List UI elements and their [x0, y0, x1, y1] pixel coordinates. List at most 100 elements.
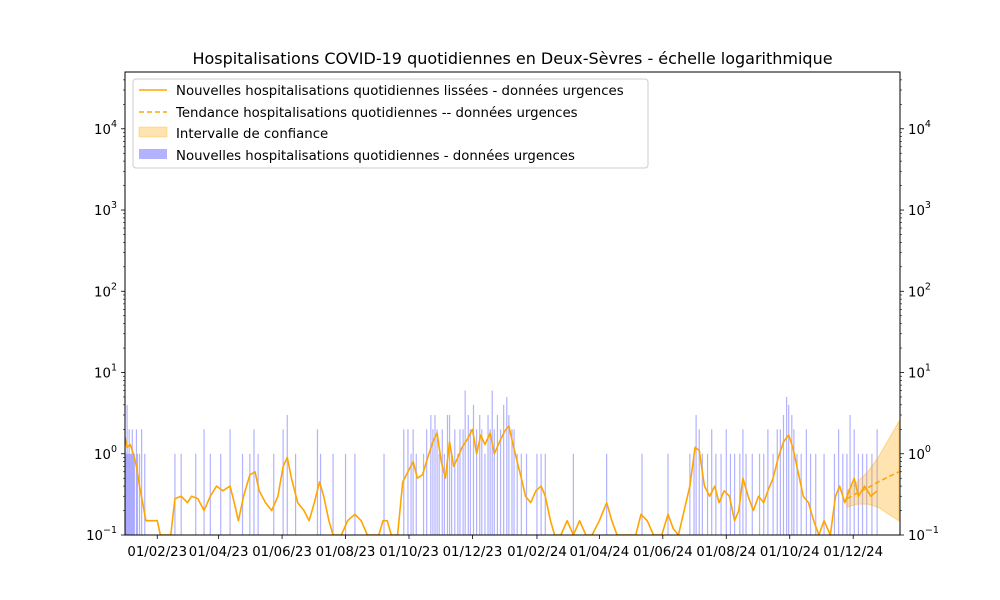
daily-bar [734, 453, 736, 535]
daily-bar [451, 453, 453, 535]
daily-bar [763, 453, 765, 535]
daily-bar [779, 429, 781, 535]
y-axis-left: 10−1 100 101 102 103 104 [86, 79, 125, 544]
smoothed-line-layer [125, 425, 878, 535]
daily-bar [454, 429, 456, 535]
x-tick-label: 01/12/24 [823, 545, 883, 560]
daily-bar [195, 453, 197, 535]
legend: Nouvelles hospitalisations quotidiennes … [132, 78, 649, 169]
daily-bar [503, 404, 505, 535]
daily-bar [229, 429, 231, 535]
daily-bar [866, 453, 868, 535]
daily-bar [462, 429, 464, 535]
daily-bar [127, 453, 129, 535]
daily-bar [800, 453, 802, 535]
daily-bar [132, 453, 134, 535]
daily-bar [133, 453, 135, 535]
daily-bar [128, 429, 130, 535]
daily-bar [126, 404, 128, 535]
daily-bar [796, 453, 798, 535]
daily-bar [788, 404, 790, 535]
daily-bar [540, 453, 542, 535]
daily-bar [434, 414, 436, 535]
y-tick-label: 103 [908, 200, 931, 219]
daily-bar [711, 429, 713, 535]
confidence-band-layer [846, 419, 900, 522]
daily-bar [782, 414, 785, 535]
y-tick-label: 101 [94, 363, 117, 382]
daily-bars-layer [125, 390, 878, 535]
daily-bar [180, 453, 182, 535]
daily-bar [491, 390, 493, 535]
daily-bar [443, 453, 445, 535]
legend-box [132, 78, 649, 169]
daily-bar [257, 453, 259, 535]
daily-bar [853, 429, 855, 535]
daily-bar [249, 453, 251, 535]
daily-bar [572, 453, 574, 535]
daily-bar [520, 453, 522, 535]
x-tick-label: 01/02/24 [507, 545, 567, 560]
y-tick-label: 10−1 [908, 525, 939, 544]
x-tick-label: 01/02/23 [127, 545, 187, 560]
daily-bar [484, 453, 486, 535]
legend-trend-label: Tendance hospitalisations quotidiennes -… [175, 105, 578, 121]
legend-ci-label: Intervalle de confiance [176, 127, 328, 142]
daily-bar [693, 453, 695, 535]
daily-bar [136, 453, 139, 535]
daily-bar [786, 396, 788, 535]
chart-title: Hospitalisations COVID-19 quotidiennes e… [192, 49, 832, 68]
daily-bar [698, 429, 700, 535]
daily-bar [422, 453, 425, 535]
daily-bar [689, 453, 691, 535]
daily-bar [344, 453, 347, 535]
daily-bar [833, 453, 836, 535]
daily-bar [479, 414, 481, 535]
y-axis-right: 10−1 100 101 102 103 104 [900, 79, 939, 544]
y-tick-label: 100 [908, 444, 931, 463]
daily-bar [241, 453, 244, 535]
x-tick-label: 01/06/24 [633, 545, 693, 560]
daily-bar [469, 429, 471, 535]
y-tick-label: 10−1 [86, 525, 117, 544]
daily-bar [430, 414, 432, 535]
daily-bar [253, 429, 255, 535]
legend-bars-swatch [139, 149, 167, 159]
daily-bar [805, 429, 807, 535]
daily-bar [436, 429, 438, 535]
daily-bar [332, 453, 334, 535]
daily-bar [472, 404, 475, 535]
daily-bar [758, 453, 761, 535]
daily-bar [823, 453, 825, 535]
daily-bar [767, 429, 769, 535]
daily-bar [815, 453, 817, 535]
legend-bars-label: Nouvelles hospitalisations quotidiennes … [176, 148, 575, 164]
daily-bar [772, 453, 774, 535]
y-tick-label: 101 [908, 363, 931, 382]
daily-bar [838, 429, 840, 535]
daily-bar [410, 453, 412, 535]
x-tick-label: 01/10/24 [760, 545, 820, 560]
daily-bar [457, 453, 459, 535]
x-tick-label: 01/06/23 [252, 545, 312, 560]
daily-bar [125, 453, 127, 535]
daily-bar [667, 453, 669, 535]
y-tick-label: 104 [94, 119, 117, 138]
daily-bar [695, 414, 697, 535]
daily-bar [459, 429, 461, 535]
daily-bar [499, 429, 502, 535]
daily-bar [720, 453, 722, 535]
daily-bar [412, 429, 414, 535]
y-tick-label: 102 [94, 281, 117, 300]
daily-bar [426, 429, 428, 535]
daily-bar [745, 453, 747, 535]
daily-bar [209, 453, 211, 535]
trend-line-layer [846, 471, 900, 500]
daily-bar [464, 390, 466, 535]
y-tick-label: 102 [908, 281, 931, 300]
daily-bar [448, 414, 451, 535]
daily-bar [861, 453, 864, 535]
x-tick-label: 01/08/24 [696, 545, 756, 560]
daily-bar [135, 429, 138, 535]
